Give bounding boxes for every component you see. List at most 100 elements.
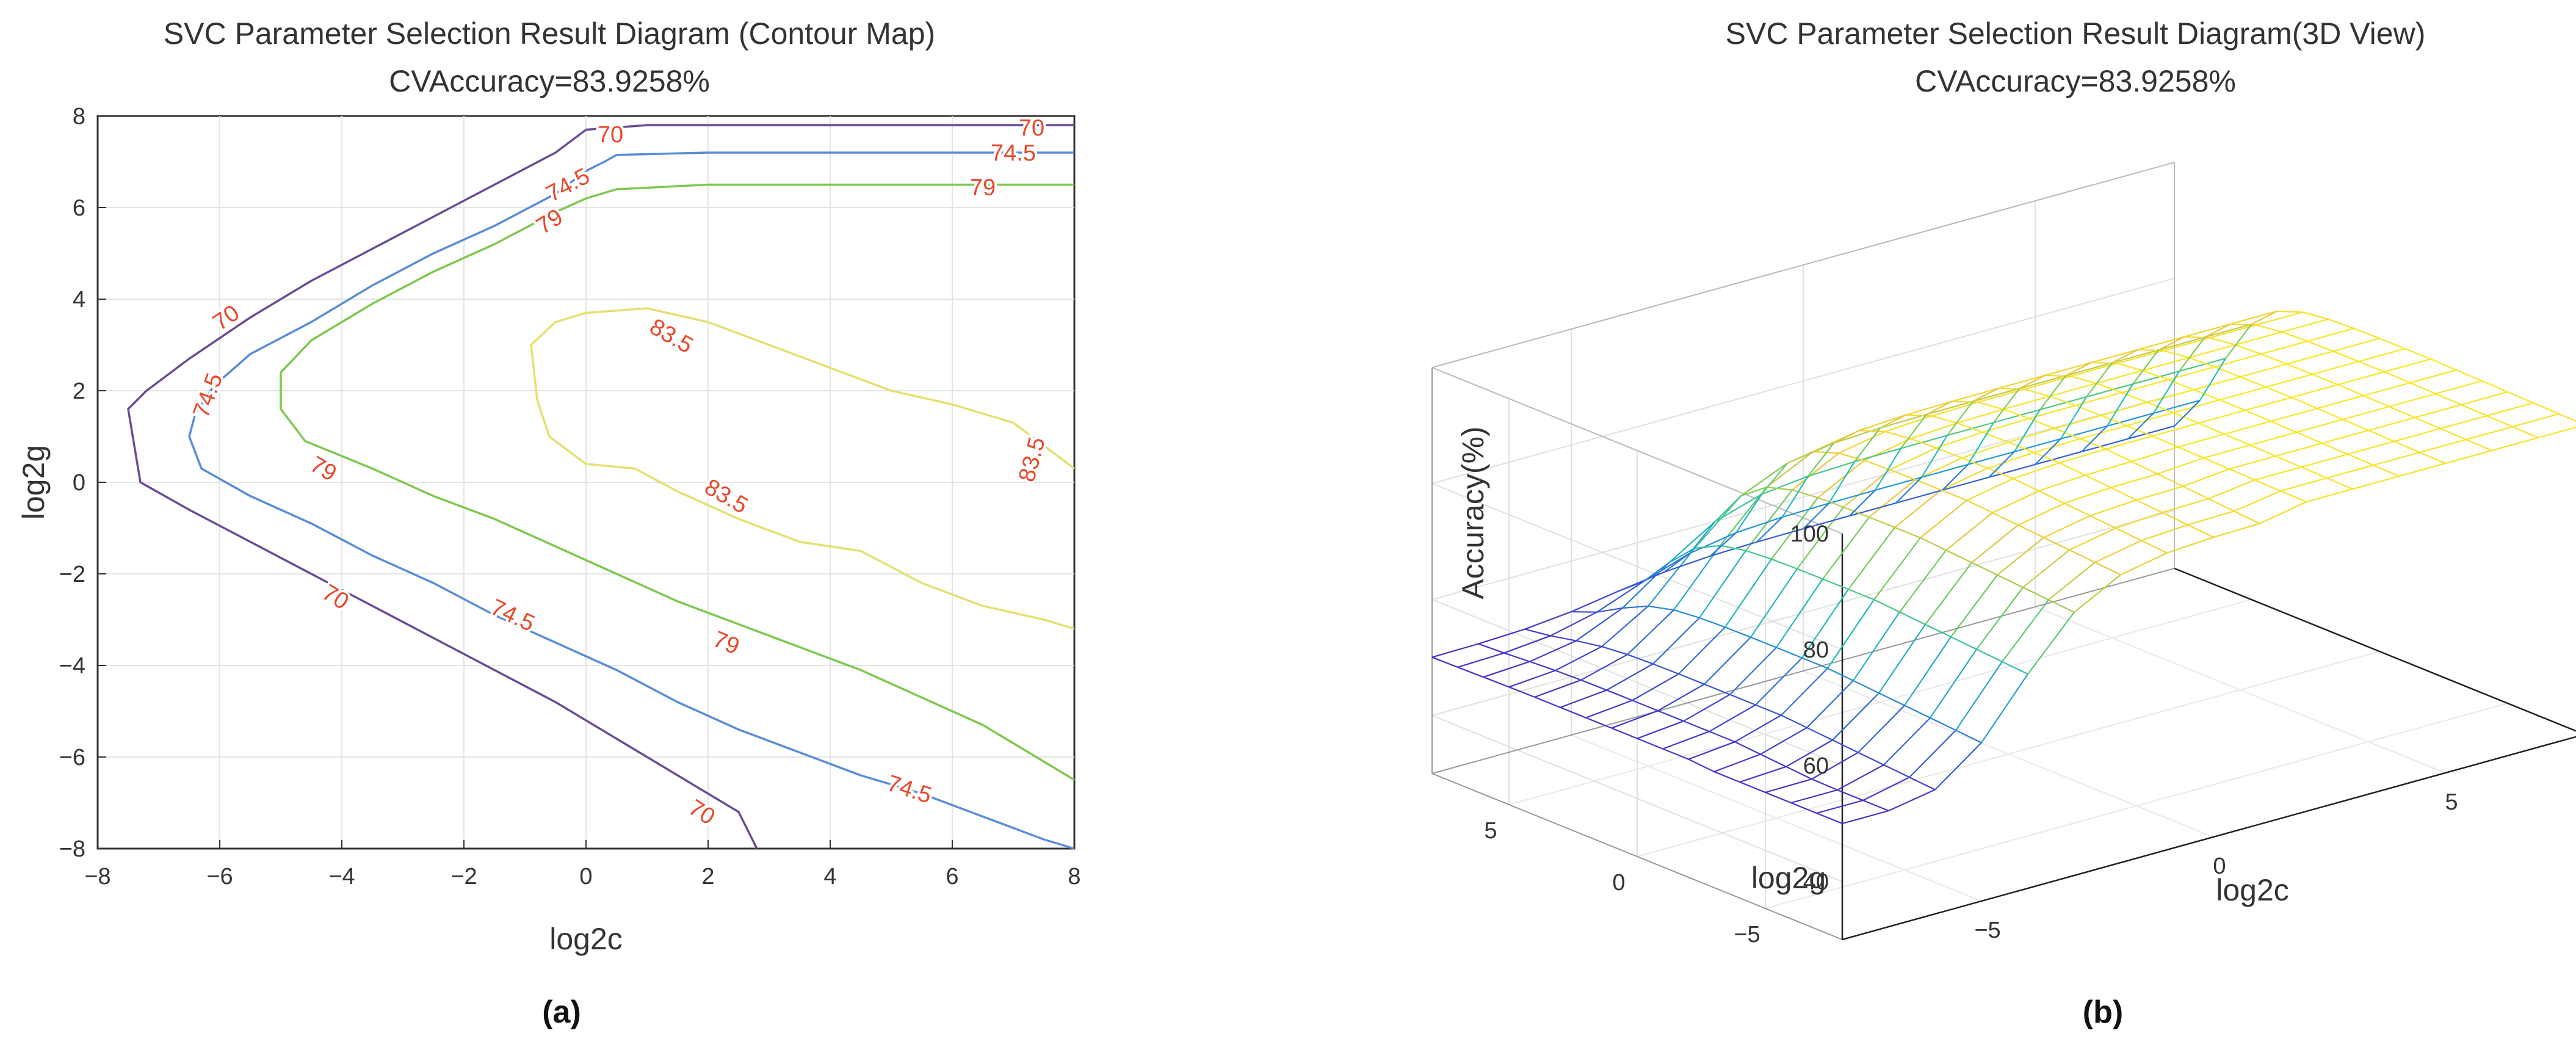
mesh-line bbox=[2141, 540, 2168, 554]
mesh-line bbox=[2089, 515, 2116, 529]
mesh-line bbox=[1735, 516, 1783, 534]
mesh-line bbox=[2162, 498, 2209, 513]
mesh-line bbox=[2086, 383, 2133, 398]
mesh-line bbox=[1529, 640, 1577, 662]
mesh-line bbox=[2512, 426, 2539, 438]
mesh-line bbox=[1925, 562, 1972, 625]
mesh-line bbox=[2245, 396, 2292, 411]
mesh-line bbox=[1724, 626, 1751, 638]
mesh-line bbox=[1503, 635, 1551, 654]
mesh-line bbox=[2347, 440, 2395, 455]
mesh-line bbox=[2321, 442, 2348, 455]
mesh-line bbox=[1761, 476, 1809, 495]
mesh-line bbox=[2033, 438, 2081, 454]
mesh-line bbox=[2100, 402, 2148, 416]
mesh-line bbox=[1904, 636, 1952, 706]
mesh-line bbox=[1555, 646, 1602, 672]
mesh-line bbox=[1715, 495, 1742, 522]
x-tick-label: −8 bbox=[84, 864, 110, 889]
mesh-line bbox=[1643, 562, 1670, 582]
mesh-line bbox=[2296, 418, 2343, 433]
x-tick-label: 5 bbox=[2445, 789, 2458, 815]
mesh-line bbox=[2430, 358, 2457, 371]
mesh-line bbox=[1842, 810, 1889, 825]
mesh-line bbox=[1976, 648, 2003, 662]
mesh-line bbox=[1920, 537, 1947, 551]
mesh-line bbox=[2152, 422, 2199, 437]
mesh-line bbox=[1739, 781, 1766, 794]
mesh-line bbox=[2107, 383, 2133, 427]
contour-line bbox=[530, 307, 1076, 469]
mesh-line bbox=[2198, 422, 2225, 435]
mesh-line bbox=[2461, 404, 2487, 417]
mesh-line bbox=[2105, 448, 2132, 462]
mesh-line bbox=[2116, 363, 2143, 371]
mesh-line bbox=[1833, 427, 1881, 444]
mesh-line bbox=[2404, 348, 2431, 360]
mesh-line bbox=[2276, 310, 2303, 313]
mesh-line bbox=[1967, 422, 1994, 465]
mesh-line bbox=[2368, 429, 2395, 443]
axis-ticks: −8 −6 −4 −2 0 2 4 6 8 −8 −6 −4 −2 0 2 4 6 8 bbox=[59, 104, 1081, 889]
mesh-line bbox=[2049, 395, 2076, 407]
mesh-line bbox=[1972, 388, 1999, 402]
mesh-line bbox=[2153, 371, 2180, 414]
mesh-line bbox=[1803, 515, 1850, 530]
contour-lines bbox=[127, 124, 1076, 850]
mesh-line bbox=[1637, 737, 1663, 750]
mesh-line bbox=[1920, 499, 1967, 538]
mesh-line bbox=[1945, 549, 1972, 563]
mesh-line bbox=[1828, 489, 1876, 504]
mesh-line bbox=[2132, 371, 2180, 385]
mesh-line bbox=[2230, 310, 2278, 325]
mesh-line bbox=[1900, 414, 1927, 449]
mesh-line bbox=[2035, 438, 2061, 465]
mesh-line bbox=[1941, 467, 1988, 491]
mesh-line bbox=[1811, 752, 1859, 780]
y-axis-label: log2g bbox=[16, 445, 51, 520]
axis-edge bbox=[1431, 568, 2175, 774]
mesh-line bbox=[2065, 361, 2092, 377]
z-axis-label: Accuracy(%) bbox=[1456, 426, 1490, 599]
mesh-line bbox=[1755, 657, 1803, 706]
y-tick-label: −2 bbox=[59, 562, 85, 587]
mesh-line bbox=[2182, 485, 2209, 499]
mesh-line bbox=[2358, 361, 2385, 373]
mesh-line bbox=[2317, 408, 2343, 421]
mesh-line bbox=[1889, 447, 1937, 471]
x-tick-label: −6 bbox=[206, 864, 233, 889]
mesh-line bbox=[1555, 670, 1582, 681]
mesh-line bbox=[1760, 726, 1807, 755]
mesh-line bbox=[2177, 446, 2204, 459]
mesh-line bbox=[2152, 435, 2179, 448]
mesh-line bbox=[1849, 490, 1876, 516]
mesh-line bbox=[2049, 382, 2097, 397]
mesh-line bbox=[2048, 599, 2075, 613]
mesh-line bbox=[1750, 568, 1798, 638]
mesh-line bbox=[1828, 461, 1855, 504]
axis-edge bbox=[1431, 162, 2175, 368]
mesh-line bbox=[1740, 462, 1788, 497]
mesh-line bbox=[2507, 391, 2534, 404]
mesh-line bbox=[1838, 430, 1886, 454]
mesh-line bbox=[2070, 375, 2097, 384]
mesh-line bbox=[2091, 349, 2138, 363]
mesh-line bbox=[1817, 460, 1865, 499]
mesh-line bbox=[2224, 420, 2271, 435]
mesh-line bbox=[2486, 415, 2513, 427]
contour-label: 74.5 bbox=[991, 140, 1036, 166]
y-axis-label: log2g bbox=[1751, 861, 1826, 895]
mesh-line bbox=[2002, 599, 2049, 662]
mesh-line bbox=[1955, 661, 2003, 731]
mesh-line bbox=[2260, 340, 2308, 355]
mesh-line bbox=[2533, 402, 2560, 415]
mesh-line bbox=[2275, 442, 2323, 457]
mesh-line bbox=[1894, 526, 1921, 538]
mesh-line bbox=[1859, 430, 1886, 433]
mesh-line bbox=[2254, 466, 2302, 481]
mesh-line bbox=[1961, 441, 2009, 459]
mesh-line bbox=[1993, 409, 2041, 424]
mesh-line bbox=[1720, 545, 1746, 551]
mesh-line bbox=[2251, 310, 2278, 325]
mesh-line bbox=[1817, 497, 1844, 508]
